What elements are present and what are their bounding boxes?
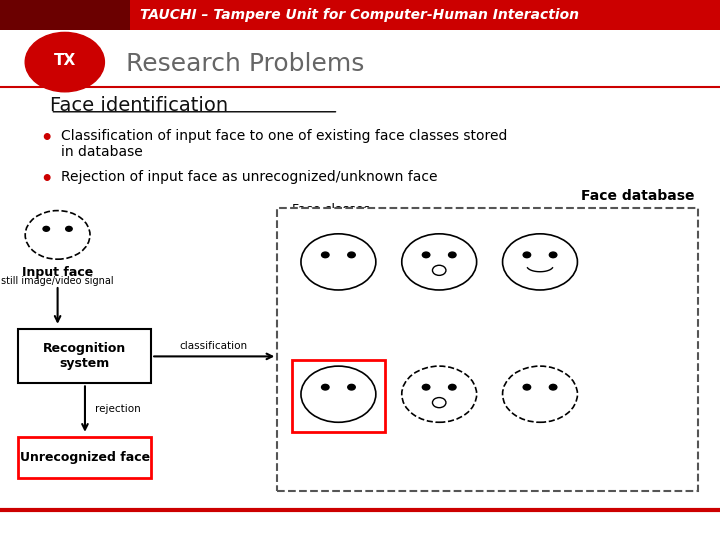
- Text: Face database: Face database: [581, 188, 695, 202]
- Circle shape: [433, 397, 446, 408]
- Circle shape: [402, 366, 477, 422]
- Circle shape: [25, 211, 90, 259]
- Text: ...: ...: [333, 315, 344, 328]
- Text: ...: ...: [621, 315, 632, 328]
- FancyBboxPatch shape: [18, 437, 151, 478]
- Text: Recognition
system: Recognition system: [43, 342, 127, 370]
- Text: ...: ...: [433, 315, 445, 328]
- Circle shape: [503, 234, 577, 290]
- Circle shape: [503, 366, 577, 422]
- Text: •: •: [40, 129, 53, 147]
- Text: classification: classification: [180, 341, 248, 351]
- Circle shape: [449, 252, 456, 258]
- Bar: [292, 360, 385, 432]
- Circle shape: [66, 226, 72, 231]
- Text: Research Problems: Research Problems: [126, 52, 364, 76]
- Text: Face identification: Face identification: [50, 96, 228, 115]
- Circle shape: [523, 384, 531, 390]
- Text: Unrecognized face: Unrecognized face: [20, 451, 150, 464]
- Circle shape: [348, 252, 355, 258]
- Text: rejection: rejection: [95, 404, 141, 414]
- Text: 1: 1: [283, 247, 291, 260]
- Circle shape: [402, 234, 477, 290]
- Circle shape: [549, 384, 557, 390]
- Circle shape: [449, 384, 456, 390]
- Text: Classification of input face to one of existing face classes stored
in database: Classification of input face to one of e…: [61, 129, 508, 159]
- Circle shape: [301, 366, 376, 422]
- Bar: [0, 0, 720, 30]
- Text: Input face: Input face: [22, 266, 93, 279]
- Text: TX: TX: [54, 53, 76, 68]
- Circle shape: [523, 252, 531, 258]
- Circle shape: [322, 252, 329, 258]
- Circle shape: [549, 252, 557, 258]
- Circle shape: [322, 384, 329, 390]
- Circle shape: [301, 234, 376, 290]
- Circle shape: [423, 384, 430, 390]
- FancyBboxPatch shape: [18, 329, 151, 383]
- Circle shape: [433, 265, 446, 275]
- Circle shape: [25, 32, 104, 92]
- Circle shape: [43, 226, 50, 231]
- Text: •: •: [40, 170, 53, 189]
- Text: TAUCHI – Tampere Unit for Computer-Human Interaction: TAUCHI – Tampere Unit for Computer-Human…: [140, 8, 580, 22]
- Text: ...: ...: [534, 315, 546, 328]
- Text: Rejection of input face as unrecognized/unknown face: Rejection of input face as unrecognized/…: [61, 170, 438, 184]
- Bar: [0, 0, 130, 30]
- Text: Person Z: Person Z: [638, 388, 693, 401]
- Text: N: N: [283, 381, 292, 394]
- Circle shape: [423, 252, 430, 258]
- Text: Person A: Person A: [638, 255, 693, 268]
- Circle shape: [348, 384, 355, 390]
- Text: still image/video signal: still image/video signal: [1, 276, 114, 287]
- Text: Face classes: Face classes: [292, 203, 369, 216]
- FancyBboxPatch shape: [277, 208, 698, 491]
